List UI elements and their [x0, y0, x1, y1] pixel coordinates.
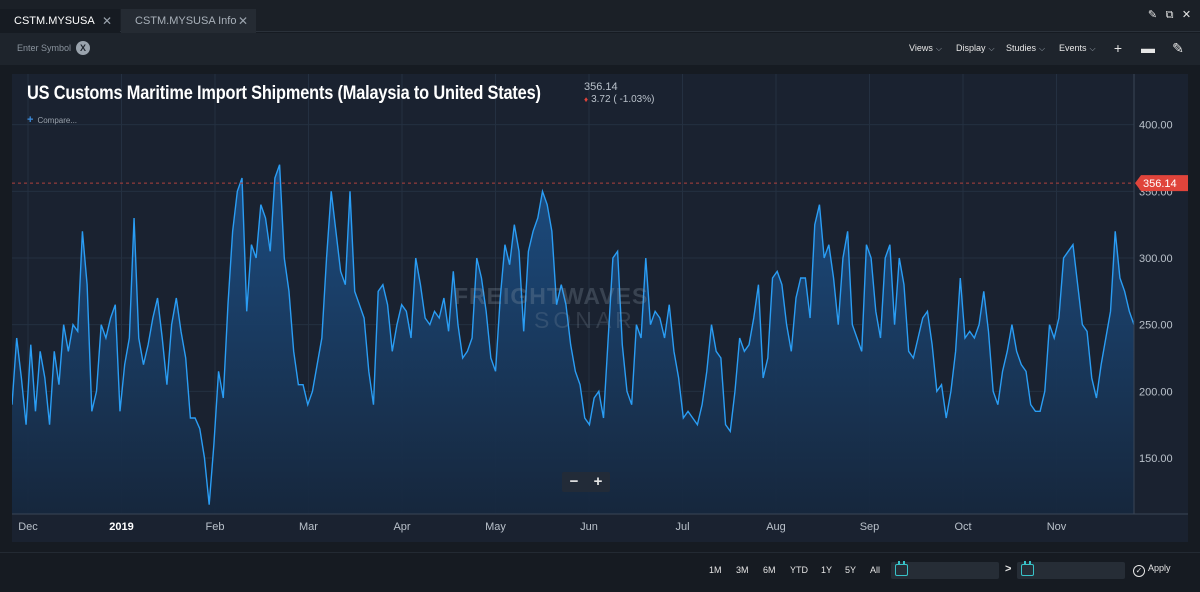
end-date-field[interactable]	[1017, 561, 1125, 579]
y-tick-label: 300.00	[1139, 253, 1173, 265]
watermark-logo: FREIGHTWAVES	[454, 283, 649, 309]
close-icon[interactable]: ✕	[237, 14, 248, 28]
chart-toolbar: Enter Symbol X Views ⌵ Display ⌵ Studies ⌵ …	[0, 33, 1200, 65]
plus-icon: +	[27, 114, 34, 126]
tab-chart[interactable]: CSTM.MYSUSA ✕	[0, 9, 120, 33]
watermark-sub: SONAR	[534, 307, 636, 333]
crosshair-icon[interactable]: +	[1113, 40, 1123, 56]
menu-label: Events	[1059, 43, 1087, 53]
y-tick-label: 150.00	[1139, 453, 1173, 465]
x-tick-label: Dec	[18, 521, 38, 533]
chevron-down-icon: ⌵	[935, 44, 942, 53]
comment-icon[interactable]: ▬	[1141, 40, 1155, 56]
tab-info[interactable]: CSTM.MYSUSA Info ✕	[121, 9, 256, 33]
compare-label: Compare...	[37, 116, 78, 125]
y-tick-label: 250.00	[1139, 320, 1173, 332]
menu-label: Views	[909, 43, 933, 53]
popout-icon[interactable]: ⧉	[1165, 9, 1174, 21]
tab-label: CSTM.MYSUSA	[14, 15, 95, 27]
chevron-right-icon: >	[1005, 563, 1012, 575]
menu-label: Studies	[1006, 43, 1037, 53]
x-tick-label: Oct	[954, 521, 971, 533]
close-window-icon[interactable]: ✕	[1181, 9, 1192, 21]
x-tick-label: May	[485, 521, 506, 533]
menu-events[interactable]: Events ⌵	[1059, 43, 1096, 54]
range-6m-button[interactable]: 6M	[763, 565, 776, 575]
y-tick-label: 400.00	[1139, 120, 1173, 132]
menu-label: Display	[956, 43, 986, 53]
draw-icon[interactable]: ✎	[1172, 40, 1184, 56]
chevron-down-icon: ⌵	[1089, 44, 1096, 53]
apply-button[interactable]: ✓ Apply	[1133, 563, 1171, 577]
last-value-badge: 356.14	[1135, 175, 1188, 192]
range-1m-button[interactable]: 1M	[709, 565, 722, 575]
chart-panel: 150.00 200.00 250.00 300.00 350.00 400.00 356.…	[12, 74, 1188, 542]
x-tick-label: Mar	[299, 521, 318, 533]
edit-icon[interactable]: ✎	[1147, 9, 1158, 21]
range-ytd-button[interactable]: YTD	[790, 565, 808, 575]
start-date-field[interactable]	[891, 561, 999, 579]
chevron-down-icon: ⌵	[988, 44, 995, 53]
series-line	[12, 164, 1135, 505]
range-5y-button[interactable]: 5Y	[845, 565, 857, 575]
last-price: 356.14	[584, 81, 618, 93]
tab-label: CSTM.MYSUSA Info	[135, 15, 237, 27]
menu-views[interactable]: Views ⌵	[909, 43, 942, 54]
chart-title: US Customs Maritime Import Shipments (Ma…	[27, 83, 541, 104]
menu-display[interactable]: Display ⌵	[956, 43, 995, 54]
range-bar: 1M 3M 6M YTD 1Y 5Y All > ✓ Apply	[0, 552, 1200, 592]
last-value-badge-bg	[1135, 175, 1188, 192]
price-change: ♦ 3.72 ( -1.03%)	[584, 94, 654, 105]
range-all-button[interactable]: All	[870, 565, 881, 575]
x-tick-label: Nov	[1047, 521, 1067, 533]
x-tick-label: Sep	[860, 521, 880, 533]
zoom-out-button[interactable]: −	[569, 473, 579, 490]
close-icon[interactable]: ✕	[101, 14, 112, 28]
down-arrow-icon: ♦	[584, 95, 589, 104]
check-icon: ✓	[1133, 565, 1145, 577]
x-tick-label: Jul	[675, 521, 689, 533]
tab-bar: CSTM.MYSUSA ✕ CSTM.MYSUSA Info ✕ ✎ ⧉ ✕	[0, 0, 1200, 33]
chart-canvas[interactable]: 150.00200.00250.00300.00350.00400.00356.…	[12, 74, 1188, 542]
series-area	[12, 164, 1134, 515]
zoom-in-button[interactable]: +	[593, 473, 603, 490]
compare-button[interactable]: + Compare...	[27, 114, 77, 126]
symbol-input[interactable]: Enter Symbol	[17, 43, 72, 53]
x-tick-label: 2019	[109, 521, 133, 533]
range-1y-button[interactable]: 1Y	[821, 565, 833, 575]
x-tick-label: Jun	[580, 521, 598, 533]
menu-studies[interactable]: Studies ⌵	[1006, 43, 1045, 54]
x-tick-label: Apr	[393, 521, 410, 533]
x-tick-label: Feb	[206, 521, 225, 533]
apply-label: Apply	[1148, 563, 1171, 573]
price-change-value: 3.72 ( -1.03%)	[591, 94, 655, 105]
last-value-badge-label: 356.14	[1143, 178, 1177, 190]
calendar-icon	[1021, 561, 1034, 576]
chevron-down-icon: ⌵	[1039, 44, 1046, 53]
clear-symbol-button[interactable]: X	[76, 41, 90, 55]
range-3m-button[interactable]: 3M	[736, 565, 749, 575]
window-controls: ✎ ⧉ ✕	[1147, 10, 1192, 21]
x-tick-label: Aug	[766, 521, 786, 533]
calendar-icon	[895, 561, 908, 576]
zoom-control: − +	[562, 472, 610, 492]
y-tick-label: 200.00	[1139, 386, 1173, 398]
